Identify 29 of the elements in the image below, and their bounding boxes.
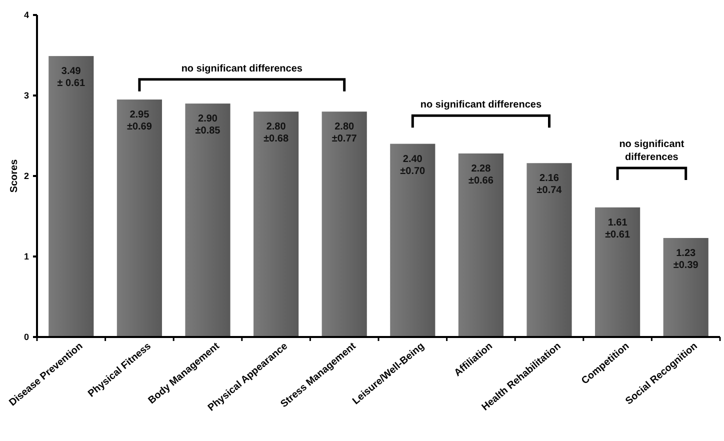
data-label: 2.28 ±0.66: [468, 163, 494, 186]
bar: [116, 100, 162, 337]
data-label: 1.61 ±0.61: [605, 217, 630, 240]
data-label: 2.95 ±0.69: [126, 110, 152, 133]
bar: [254, 112, 299, 337]
bar: [390, 144, 436, 337]
y-axis-title: Scores: [9, 158, 20, 193]
y-tick-label: 3: [24, 90, 29, 100]
bar: [322, 112, 367, 337]
bar: [526, 163, 572, 337]
data-label: 2.16 ±0.74: [536, 173, 562, 196]
bar: [458, 153, 504, 337]
annotation: no significant differences: [619, 138, 685, 163]
data-label: 3.49 ± 0.61: [57, 66, 86, 90]
y-tick-label: 4: [24, 10, 29, 20]
annotation: no significant differences: [420, 100, 542, 111]
data-label: 2.80 ±0.68: [264, 122, 289, 145]
annotation: no significant differences: [181, 63, 303, 74]
data-label: 2.40 ±0.70: [400, 154, 426, 177]
data-label: 2.80 ±0.77: [332, 122, 358, 145]
bar: [595, 207, 640, 337]
data-label: 2.90 ±0.85: [195, 114, 221, 137]
bar: [663, 238, 708, 337]
bar: [48, 56, 94, 337]
bar: [185, 104, 230, 337]
y-tick-label: 2: [24, 171, 29, 181]
y-tick-label: 1: [24, 252, 29, 262]
data-label: 1.23 ±0.39: [673, 248, 699, 271]
y-tick-label: 0: [24, 332, 29, 342]
